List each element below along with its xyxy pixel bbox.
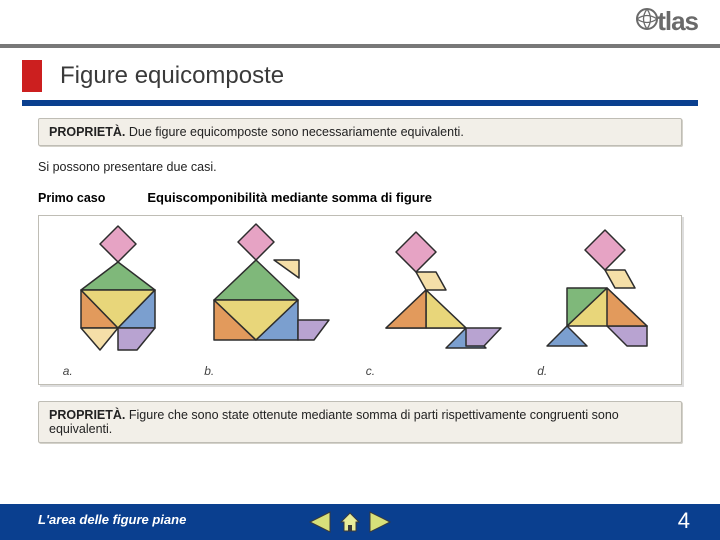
subfigure-a: a. [63,220,173,378]
subfigure-c: c. [366,220,506,378]
prev-icon[interactable] [306,510,332,539]
property-label-2: PROPRIETÀ. [49,408,125,422]
subfigure-a-label: a. [63,364,73,378]
subfigure-d-label: d. [537,364,547,378]
case-label: Primo caso [38,191,105,205]
home-icon[interactable] [338,510,362,539]
case-description: Equiscomponibilità mediante somma di fig… [147,190,432,205]
subfigure-b: b. [204,220,334,378]
intro-text: Si possono presentare due casi. [38,160,682,174]
top-rule [0,44,720,48]
title-row: Figure equicomposte [22,60,284,92]
page-title: Figure equicomposte [60,62,284,90]
case-heading: Primo caso Equiscomponibilità mediante s… [38,190,682,205]
subfigure-c-label: c. [366,364,375,378]
subfigure-b-label: b. [204,364,214,378]
tangram-figure-box: a. b. [38,215,682,385]
page-number: 4 [678,508,690,534]
nav-controls [306,510,394,539]
property-box-1: PROPRIETÀ. Due figure equicomposte sono … [38,118,682,146]
property-box-2: PROPRIETÀ. Figure che sono state ottenut… [38,401,682,443]
content-area: PROPRIETÀ. Due figure equicomposte sono … [38,118,682,443]
footer-bar: L'area delle figure piane 4 [0,504,720,540]
property-text-1: Due figure equicomposte sono necessariam… [125,125,463,139]
property-label-1: PROPRIETÀ. [49,125,125,139]
chapter-title: L'area delle figure piane [38,512,186,527]
property-text-2: Figure che sono state ottenute mediante … [49,408,619,436]
globe-icon [635,6,659,37]
next-icon[interactable] [368,510,394,539]
publisher-logo: tlas [635,6,698,37]
title-accent [22,60,42,92]
title-divider [22,100,698,106]
subfigure-d: d. [537,220,657,378]
logo-text: tlas [657,6,698,36]
